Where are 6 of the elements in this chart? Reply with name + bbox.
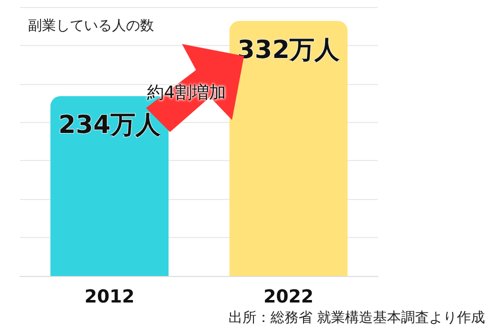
x-tick-label: 2012 bbox=[84, 286, 135, 308]
text: 出所：総務省 就業構造基本調査より作成 bbox=[228, 310, 486, 326]
x-tick-label: 2022 bbox=[263, 286, 314, 308]
text: 副業している人の数 bbox=[28, 18, 154, 34]
data-label: 332万人 bbox=[237, 34, 341, 64]
data-label: 234万人 bbox=[58, 110, 162, 140]
